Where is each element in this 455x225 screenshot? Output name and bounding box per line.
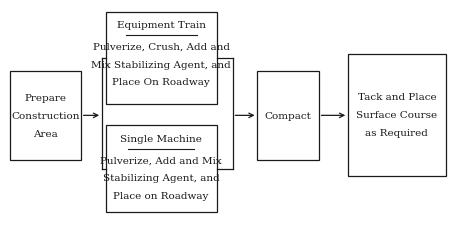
FancyBboxPatch shape (106, 13, 216, 105)
FancyBboxPatch shape (257, 71, 318, 160)
Text: Single Machine: Single Machine (120, 135, 202, 144)
Text: as Required: as Required (364, 128, 427, 137)
Text: Surface Course: Surface Course (355, 111, 436, 120)
Text: Prepare: Prepare (25, 94, 66, 103)
Text: Mix Stabilizing Agent, and: Mix Stabilizing Agent, and (91, 60, 231, 69)
FancyBboxPatch shape (347, 55, 445, 176)
Text: Pulverize, Add and Mix: Pulverize, Add and Mix (100, 156, 222, 165)
Text: Equipment Train: Equipment Train (116, 21, 205, 30)
Text: Area: Area (33, 129, 58, 138)
Text: Tack and Place: Tack and Place (357, 93, 435, 102)
FancyBboxPatch shape (10, 71, 81, 160)
Text: Construction: Construction (11, 111, 80, 120)
Text: Stabilizing Agent, and: Stabilizing Agent, and (102, 174, 219, 182)
FancyBboxPatch shape (106, 126, 216, 212)
Text: Compact: Compact (264, 111, 311, 120)
Text: Pulverize, Crush, Add and: Pulverize, Crush, Add and (92, 43, 229, 52)
Text: Place On Roadway: Place On Roadway (112, 78, 210, 87)
Text: Place on Roadway: Place on Roadway (113, 191, 208, 200)
